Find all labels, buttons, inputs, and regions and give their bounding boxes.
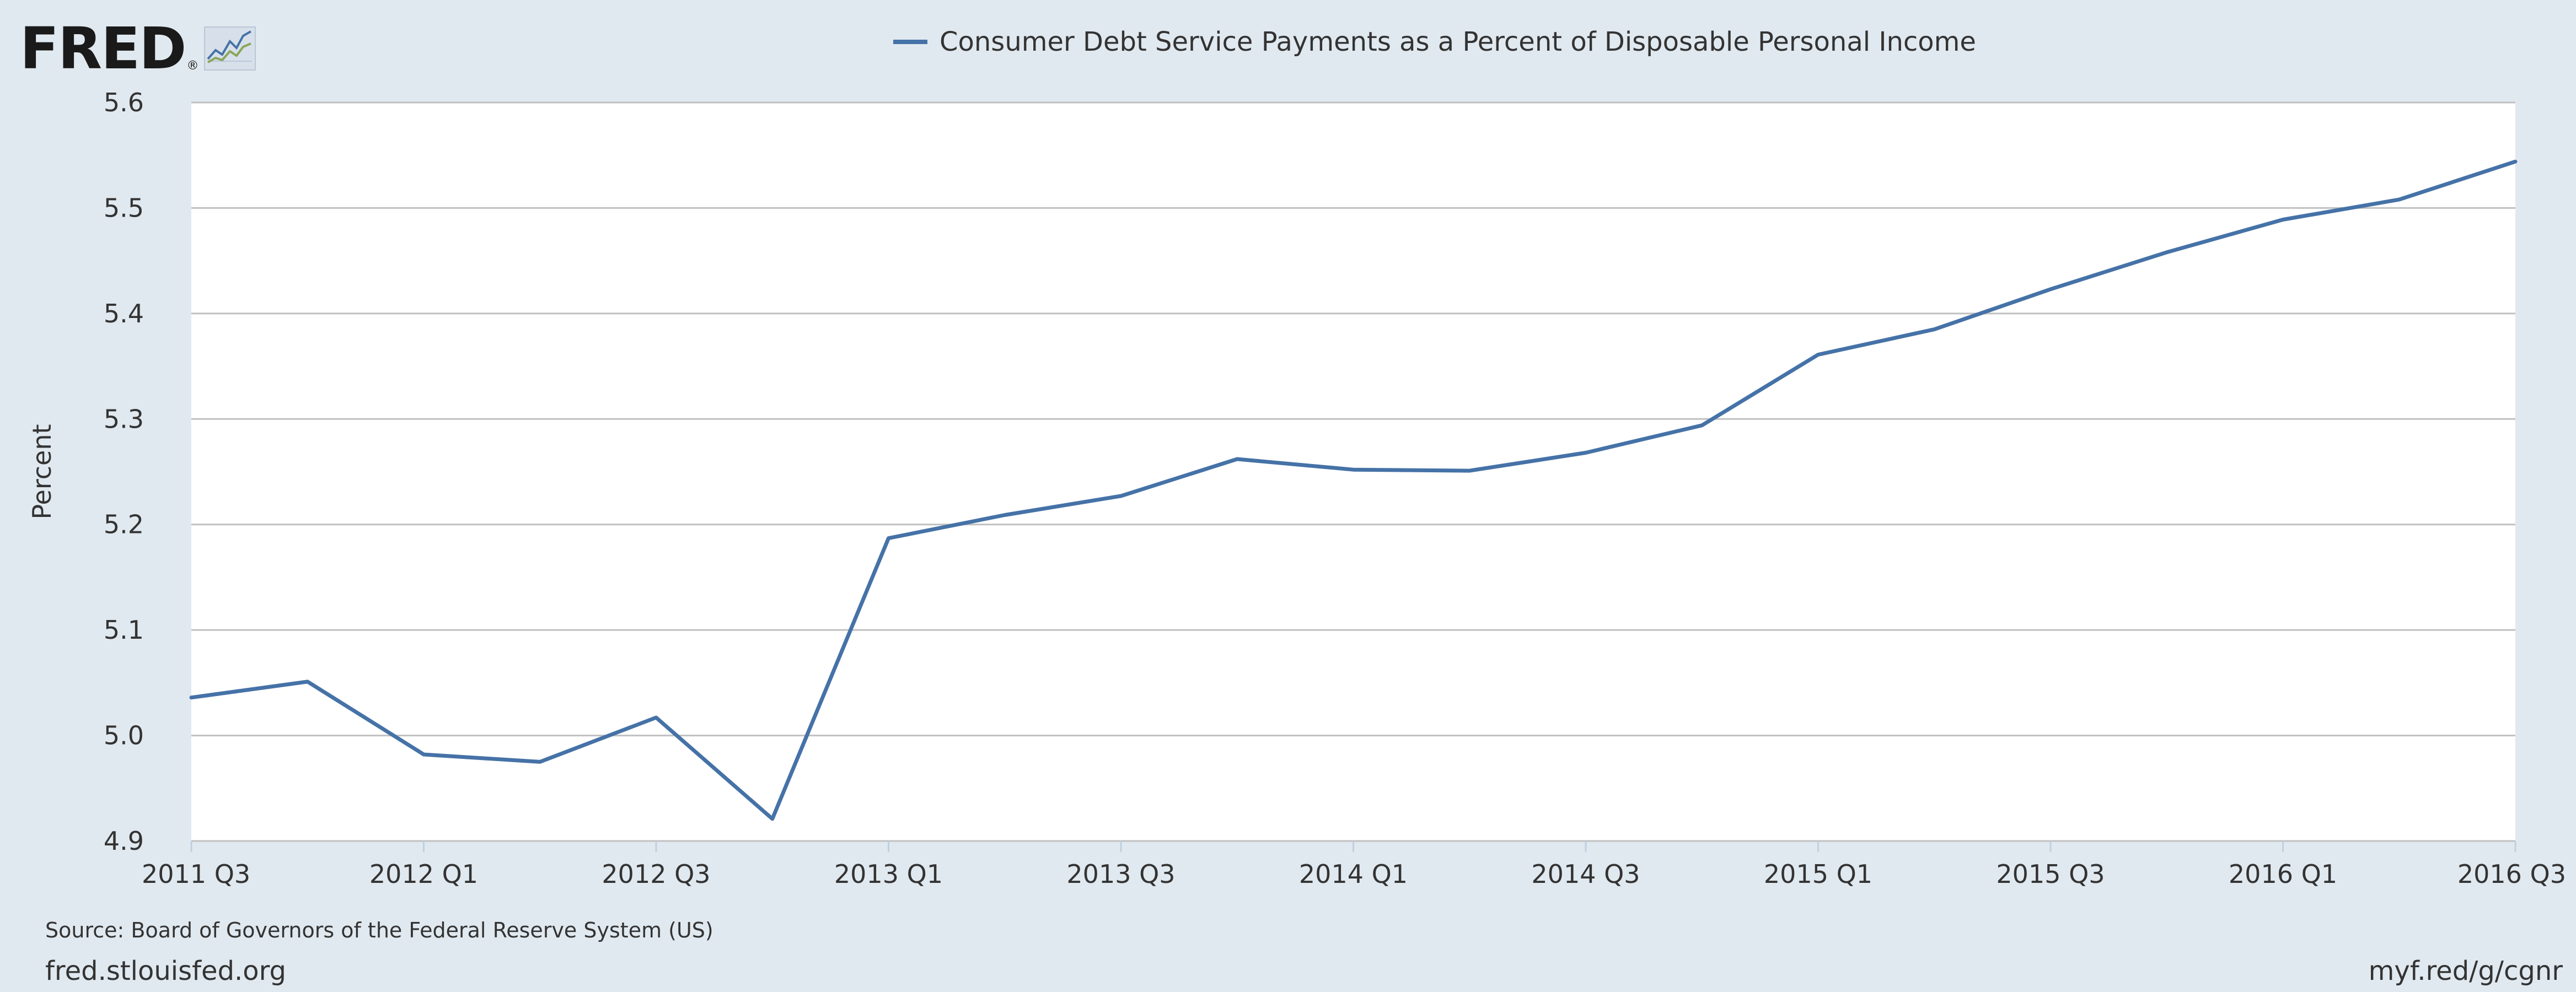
fred-logo[interactable]: FRED ® (20, 20, 256, 77)
x-tick-label: 2013 Q3 (1066, 859, 1175, 889)
legend-swatch (893, 40, 927, 44)
x-tick-label: 2011 Q3 (142, 859, 250, 889)
y-tick-label: 5.2 (104, 510, 144, 540)
chart-legend: Consumer Debt Service Payments as a Perc… (893, 26, 1976, 57)
y-tick-label: 5.3 (104, 404, 144, 434)
x-tick-label: 2014 Q1 (1299, 859, 1408, 889)
x-tick-label: 2016 Q1 (2229, 859, 2337, 889)
logo-registered-mark: ® (186, 59, 199, 73)
x-tick-label: 2016 Q3 (2457, 859, 2566, 889)
y-axis-tick-labels: 4.9 5.0 5.1 5.2 5.3 5.4 5.5 5.6 (104, 88, 144, 856)
y-tick-label: 5.1 (104, 615, 144, 645)
chart-logo-icon (203, 26, 256, 71)
x-axis-tick-labels: 2011 Q3 2012 Q1 2012 Q3 2013 Q1 2013 Q3 2014 … (142, 859, 2566, 889)
legend-label: Consumer Debt Service Payments as a Perc… (940, 26, 1976, 57)
x-tick-label: 2014 Q3 (1531, 859, 1640, 889)
plot-background (191, 103, 2515, 841)
short-link[interactable]: myf.red/g/cgnr (2368, 956, 2563, 986)
y-tick-label: 5.5 (104, 193, 144, 223)
x-tick-label: 2013 Q1 (834, 859, 943, 889)
y-tick-label: 5.4 (104, 299, 144, 328)
y-tick-label: 5.6 (104, 88, 144, 117)
site-link[interactable]: fred.stlouisfed.org (45, 956, 287, 986)
x-tick-label: 2015 Q1 (1764, 859, 1872, 889)
y-tick-label: 5.0 (104, 721, 144, 751)
x-tick-label: 2015 Q3 (1996, 859, 2105, 889)
source-note: Source: Board of Governors of the Federa… (45, 918, 713, 942)
x-axis-ticks (190, 841, 2516, 852)
y-tick-label: 4.9 (104, 826, 144, 856)
chart: 4.95.05.15.25.35.45.55.6 2011 Q3 2012 Q1 2… (27, 88, 2566, 889)
logo-text: FRED (20, 15, 186, 82)
series-line (189, 159, 2518, 821)
x-tick-label: 2012 Q3 (602, 859, 710, 889)
x-tick-label: 2012 Q1 (369, 859, 478, 889)
y-axis-title: Percent (27, 424, 57, 519)
gridlines (191, 101, 2515, 842)
